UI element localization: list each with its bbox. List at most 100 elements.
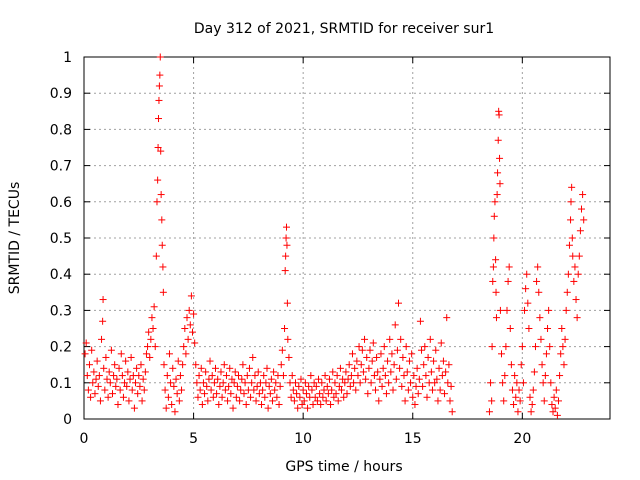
data-point [381,372,389,380]
data-point [259,386,267,394]
data-point [253,382,261,390]
data-point [355,343,363,351]
data-point [225,382,233,390]
data-point [197,364,205,372]
data-point [436,386,444,394]
data-point [218,393,226,401]
data-point [301,379,309,387]
data-point [424,353,432,361]
data-point [146,353,154,361]
data-point [524,299,532,307]
data-point [351,364,359,372]
data-point [379,364,387,372]
data-point [386,335,394,343]
data-point [89,379,97,387]
data-point [115,364,123,372]
data-point [397,335,405,343]
data-point [249,353,257,361]
data-point [183,314,191,322]
y-tick-label: 0.2 [50,340,72,356]
data-point [434,397,442,405]
data-point [395,299,403,307]
data-point [347,372,355,380]
data-point [341,379,349,387]
data-point [525,325,533,332]
data-point [99,296,107,304]
x-tick-label: 20 [513,431,531,447]
data-point [368,357,376,365]
data-point [498,350,506,358]
data-point [557,350,565,358]
data-point [545,306,553,314]
data-point [447,382,455,390]
data-point [240,390,248,398]
data-point [91,390,99,398]
data-point [167,379,175,387]
data-point [154,176,162,184]
data-point [401,397,409,405]
x-tick-label: 15 [404,431,422,447]
data-point [162,404,170,412]
data-point [169,364,177,372]
data-point [161,386,169,394]
y-tick-label: 0.7 [50,159,72,175]
data-point [496,306,504,314]
data-point [276,382,284,390]
data-point [288,372,296,380]
x-tick-label: 5 [189,431,198,447]
data-point [209,393,217,401]
data-point [123,382,131,390]
data-point [312,382,320,390]
data-point [438,372,446,380]
data-point [323,382,331,390]
data-point [334,397,342,405]
data-point [318,379,326,387]
data-point [441,390,449,398]
data-point [134,390,142,398]
data-point [191,339,199,347]
data-point [207,386,215,394]
data-point [552,386,560,394]
data-point [496,154,504,162]
data-point [81,350,89,358]
data-point [302,390,310,398]
data-point [208,372,216,380]
data-point [220,361,228,369]
data-point [101,386,109,394]
data-point [188,328,196,336]
data-point [353,357,361,365]
data-point [222,372,230,380]
data-point [364,390,372,398]
data-point [511,372,519,380]
data-point [495,111,503,119]
data-point [201,390,209,398]
data-point [149,325,157,332]
data-point [527,408,535,416]
data-point [403,368,411,376]
data-point [490,234,498,242]
data-point [284,335,292,343]
data-point [275,401,283,409]
data-point [92,375,100,383]
data-point [83,372,91,380]
data-point [267,375,275,383]
data-point [239,361,247,369]
data-point [283,223,291,231]
data-point [94,382,102,390]
data-point [390,361,398,369]
data-point [551,404,559,412]
data-point [385,379,393,387]
data-point [205,375,213,383]
data-point [426,335,434,343]
data-point [514,408,522,416]
data-point [327,401,335,409]
data-point [421,343,429,351]
data-point [448,408,456,416]
data-point [505,263,513,271]
data-point [254,368,262,376]
data-point [542,350,550,358]
data-point [116,386,124,394]
data-point [322,397,330,405]
data-point [154,144,162,151]
data-point [398,382,406,390]
